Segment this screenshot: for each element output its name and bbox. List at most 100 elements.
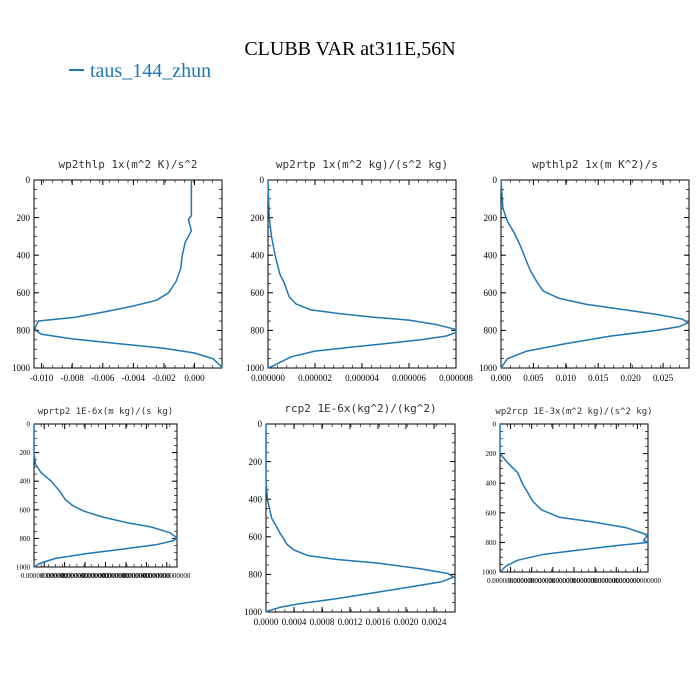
x-tick-label: 0.000000: [251, 373, 285, 383]
subplot-6: wp2rcp 1E-3x(m^2 kg)/(s^2 kg) 0 200 400 600 8…: [482, 407, 662, 585]
y-tick-label: 0: [493, 420, 497, 428]
subplot-title: wp2rcp 1E-3x(m^2 kg)/(s^2 kg): [495, 407, 652, 417]
x-tick-label: 0.0020: [394, 617, 419, 627]
y-tick-label: 0: [493, 175, 498, 185]
y-tick-label: 800: [17, 326, 31, 336]
y-tick-label: 200: [249, 457, 263, 467]
x-tick-label: 0.000006: [392, 373, 426, 383]
y-tick-label: 400: [249, 494, 263, 504]
x-tick-label: 0.000000000000: [143, 572, 191, 580]
x-tick-label: 0.000000000000: [550, 577, 598, 585]
series-line: [499, 424, 649, 573]
subplot-grid: wp2thlp 1x(m^2 K)/s^202004006008001000-0…: [12, 158, 690, 627]
plot-frame: [267, 179, 457, 369]
y-tick-label: 800: [486, 539, 497, 547]
x-tick-label: 0.020: [621, 373, 642, 383]
y-tick-label: 0: [27, 420, 31, 428]
x-tick-label: 0.000000000000: [123, 572, 171, 580]
x-tick-label: 0.000: [184, 373, 205, 383]
y-tick-label: 600: [249, 532, 263, 542]
y-tick-label: 600: [17, 288, 31, 298]
x-tick-label: 0.000000000000: [614, 577, 662, 585]
y-tick-label: 1000: [482, 568, 497, 576]
y-tick-label: 400: [484, 250, 498, 260]
x-tick-label: 0.000000000000: [102, 572, 150, 580]
y-tick-label: 600: [484, 288, 498, 298]
series-line: [500, 179, 689, 369]
subplot-5: rcp2 1E-6x(kg^2)/(kg^2) 0 200 400 600 800 1000…: [244, 402, 456, 627]
x-tick-label: 0.025: [653, 373, 674, 383]
y-tick-label: 1000: [479, 363, 498, 373]
y-tick-label: 0: [258, 419, 263, 429]
y-tick-label: 200: [17, 213, 31, 223]
y-tick-label: 800: [249, 570, 263, 580]
y-tick-label: 200: [486, 450, 497, 458]
legend-label: taus_144_zhun: [90, 60, 211, 82]
plot-frame: [33, 179, 223, 369]
x-tick-label: 0.0016: [366, 617, 391, 627]
x-tick-label: -0.002: [152, 373, 175, 383]
y-tick-label: 1000: [246, 363, 265, 373]
y-tick-label: 0: [260, 175, 265, 185]
y-tick-label: 600: [486, 509, 497, 517]
subplot-3: wpthlp2 1x(m K^2)/s020040060080010000.00…: [479, 158, 690, 383]
y-tick-label: 600: [251, 288, 265, 298]
x-tick-label: 0.000: [491, 373, 512, 383]
x-tick-label: 0.0024: [422, 617, 447, 627]
x-tick-label: 0.005: [523, 373, 544, 383]
y-tick-label: 200: [20, 449, 31, 457]
x-tick-label: 0.000000000000: [487, 577, 535, 585]
y-tick-label: 1000: [16, 563, 31, 571]
subplot-1: wp2thlp 1x(m^2 K)/s^202004006008001000-0…: [12, 158, 223, 383]
series-line: [265, 424, 455, 613]
subplot-title: wpthlp2 1x(m K^2)/s: [532, 158, 658, 171]
subplot-title: rcp2 1E-6x(kg^2)/(kg^2): [284, 402, 436, 415]
x-tick-label: -0.008: [61, 373, 85, 383]
plot-frame: [499, 423, 649, 573]
x-tick-label: 0.0000: [254, 617, 279, 627]
y-tick-label: 400: [17, 250, 31, 260]
x-tick-label: 0.000000000000: [529, 577, 577, 585]
x-tick-label: 0.000000000000: [82, 572, 130, 580]
x-tick-label: 0.000000000000: [21, 572, 69, 580]
y-tick-label: 800: [20, 535, 31, 543]
subplot-title: wprtp2 1E-6x(m kg)/(s kg): [38, 407, 173, 417]
series-line: [267, 179, 457, 369]
y-tick-label: 400: [20, 478, 31, 486]
series-line: [34, 180, 223, 368]
y-tick-label: 200: [484, 213, 498, 223]
x-tick-label: 0.000000000000: [61, 572, 109, 580]
x-tick-label: 0.000000000000: [572, 577, 620, 585]
y-tick-label: 400: [486, 480, 497, 488]
y-tick-label: 1000: [244, 607, 263, 617]
y-tick-label: 200: [251, 213, 265, 223]
y-tick-label: 400: [251, 250, 265, 260]
x-tick-label: -0.010: [30, 373, 54, 383]
x-tick-label: 0.0008: [310, 617, 335, 627]
x-tick-label: 0.000004: [345, 373, 379, 383]
x-tick-label: 0.000002: [298, 373, 332, 383]
y-tick-label: 0: [26, 175, 31, 185]
series-line: [33, 424, 178, 568]
subplot-title: wp2rtp 1x(m^2 kg)/(s^2 kg): [276, 158, 448, 171]
x-tick-label: 0.0012: [338, 617, 363, 627]
y-tick-label: 1000: [12, 363, 31, 373]
y-tick-label: 800: [484, 326, 498, 336]
x-tick-label: -0.004: [122, 373, 146, 383]
x-tick-label: -0.006: [91, 373, 115, 383]
x-tick-label: 0.000000000000: [508, 577, 556, 585]
subplot-title: wp2thlp 1x(m^2 K)/s^2: [58, 158, 197, 171]
figure-title: CLUBB VAR at311E,56N: [244, 38, 455, 60]
y-tick-label: 800: [251, 326, 265, 336]
x-tick-label: 0.000000000000: [593, 577, 641, 585]
x-tick-label: 0.000000000000: [41, 572, 89, 580]
x-tick-label: 0.010: [556, 373, 577, 383]
x-tick-label: 0.0004: [282, 617, 307, 627]
y-tick-label: 600: [20, 506, 31, 514]
subplot-2: wp2rtp 1x(m^2 kg)/(s^2 kg) 0 200 400 600 800 1…: [246, 158, 473, 383]
figure-legend: taus_144_zhun: [69, 60, 211, 82]
plot-frame: [500, 179, 690, 369]
subplot-4: wprtp2 1E-6x(m kg)/(s kg) 0 200 400 600 800 10…: [16, 407, 191, 580]
x-tick-label: 0.000008: [439, 373, 473, 383]
